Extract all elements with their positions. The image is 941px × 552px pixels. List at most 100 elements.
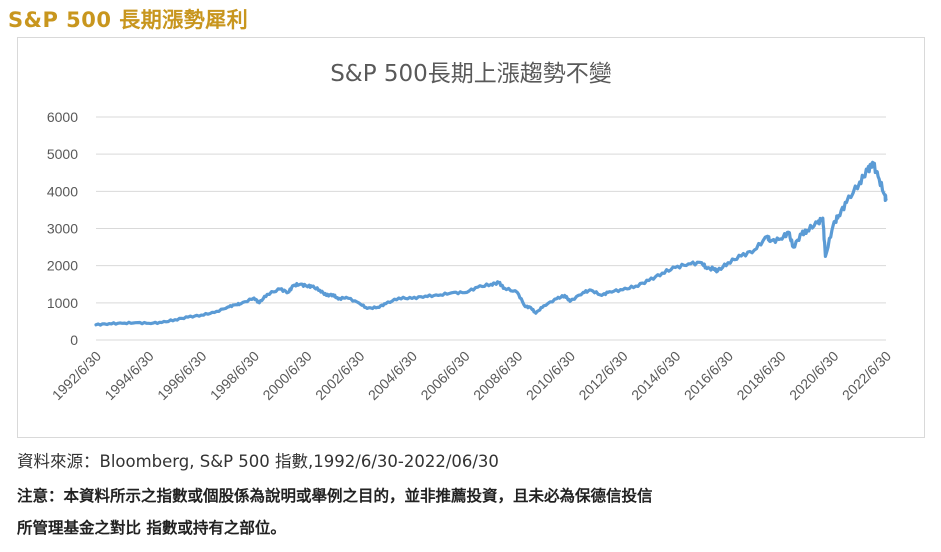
data-point [311,285,313,288]
data-point [635,285,637,287]
data-point [147,322,150,325]
data-point [766,235,769,238]
data-point [535,312,537,315]
data-point [424,295,427,297]
data-point [345,296,348,299]
data-point [740,255,742,257]
data-point [787,231,790,233]
disclaimer-line-2: 所管理基金之對比 指數或持有之部位。 [17,519,286,537]
data-point [582,291,584,294]
data-point [292,284,295,287]
data-point [779,238,782,240]
data-point [325,294,328,297]
data-point [542,305,545,307]
plot-area [94,160,888,327]
data-point [213,311,216,314]
data-point [845,201,848,204]
data-point [608,290,611,293]
x-tick-label: 2016/6/30 [681,348,737,404]
data-point [524,305,526,308]
y-tick-label: 2000 [47,258,78,274]
data-point [648,279,650,282]
y-tick-label: 5000 [47,146,78,162]
page-heading: S&P 500 長期漲勢犀利 [8,8,249,32]
chart-container: S&P 500長期上漲趨勢不變 0 1000 2000 3000 4000 5000 600… [17,37,925,438]
y-tick-label: 1000 [47,295,78,311]
line-chart: S&P 500長期上漲趨勢不變 0 1000 2000 3000 4000 5000 600… [47,61,895,404]
data-point [279,288,282,290]
x-tick-label: 2012/6/30 [575,348,631,404]
y-tick-label: 3000 [47,221,78,237]
y-tick-label: 0 [70,332,78,348]
data-point [319,289,321,291]
data-point [498,282,500,284]
data-point [187,316,189,318]
data-point [95,324,97,326]
data-point [437,294,440,297]
data-point [556,297,558,300]
data-point [174,318,176,321]
x-tick-label: 2022/6/30 [839,348,895,404]
gridlines [96,116,886,341]
data-point [258,302,261,304]
x-tick-label: 1992/6/30 [49,348,105,404]
x-tick-label: 1996/6/30 [154,348,210,404]
x-tick-label: 2020/6/30 [786,348,842,404]
data-point [661,272,663,274]
x-tick-label: 2002/6/30 [312,348,368,404]
y-tick-label: 4000 [47,183,78,199]
data-point [674,266,677,269]
data-point [299,283,301,286]
data-point [358,302,361,305]
x-tick-label: 1998/6/30 [207,348,263,404]
x-axis-tick-labels: 1992/6/301994/6/301996/6/301998/6/302000… [49,348,895,404]
data-point [806,229,808,232]
x-tick-label: 2010/6/30 [523,348,579,404]
data-point [883,194,886,196]
data-point [398,297,400,299]
data-point [824,255,827,258]
data-point [858,181,861,183]
data-point [305,285,308,287]
x-tick-label: 2014/6/30 [628,348,684,404]
data-point [332,293,334,296]
data-point [529,306,532,309]
data-point [837,214,840,217]
data-point [590,289,592,291]
data-point [366,307,369,310]
sp500-series-line [94,160,888,327]
data-point [871,161,874,164]
data-point [337,298,340,300]
x-tick-label: 2004/6/30 [365,348,421,404]
data-point [866,170,869,172]
data-point [727,261,729,264]
data-point [822,217,824,219]
data-point [800,233,803,235]
data-point [563,294,566,297]
data-point [687,263,690,265]
x-tick-label: 2008/6/30 [470,348,526,404]
data-point [161,321,163,324]
data-point [463,291,466,294]
data-point [877,175,879,178]
data-point [569,300,571,303]
data-point [700,261,703,264]
data-point [621,289,624,291]
data-point [600,294,603,297]
data-point [377,306,379,309]
data-point [411,297,413,300]
y-axis-tick-labels: 0 1000 2000 3000 4000 5000 6000 [47,109,78,348]
data-point [134,321,137,324]
data-point [753,249,756,251]
data-point [490,283,492,286]
data-point [714,267,716,270]
y-tick-label: 6000 [47,109,78,125]
chart-title: S&P 500長期上漲趨勢不變 [330,61,612,87]
data-point [240,303,242,305]
data-point [716,270,719,272]
data-point [287,291,290,294]
data-point [266,293,268,296]
data-point [706,267,708,270]
data-point [832,224,835,226]
data-point [234,303,237,306]
